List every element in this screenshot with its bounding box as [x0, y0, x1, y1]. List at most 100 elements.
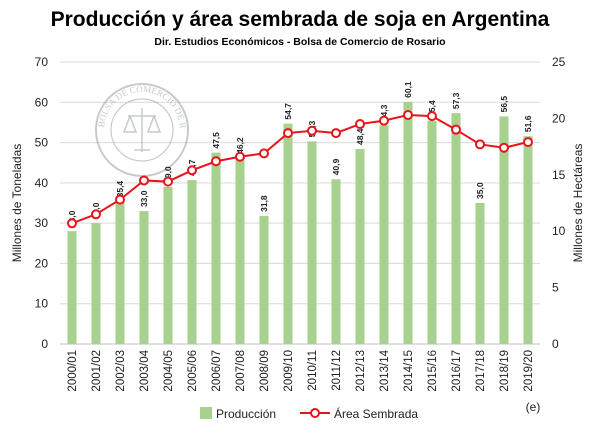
bar	[403, 101, 413, 344]
legend-bar-swatch	[200, 407, 212, 419]
x-tick-label: 2016/17	[451, 350, 463, 392]
bar-data-labels: 28,030,035,433,039,040,747,546,231,854,7…	[67, 81, 533, 227]
bar-value-label: 35,0	[475, 182, 485, 199]
left-tick-label: 30	[35, 216, 49, 230]
bar-value-label: 46,2	[235, 137, 245, 154]
bar	[355, 149, 365, 344]
area-point	[259, 148, 269, 159]
bar-value-label: 47,5	[211, 132, 221, 149]
bar	[499, 116, 509, 344]
x-axis-ticks: 2000/01 2001/02 2002/03 2003/04 2004/05 2005/…	[67, 349, 535, 391]
bar	[163, 186, 173, 344]
bar	[91, 223, 101, 344]
right-tick-label: 5	[552, 281, 559, 295]
bar	[235, 157, 245, 344]
line-series	[67, 110, 533, 229]
bar-value-label: 40,9	[331, 158, 341, 175]
left-axis-ticks: 0 10 20 30 40 50 60 70	[35, 55, 49, 351]
bar	[67, 231, 77, 344]
bar-value-label: 60,1	[403, 81, 413, 98]
x-tick-label: 2017/18	[475, 350, 487, 392]
x-tick-label: 2002/03	[115, 350, 127, 392]
right-tick-label: 15	[552, 168, 566, 182]
left-tick-label: 60	[35, 95, 49, 109]
chart-subtitle: Dir. Estudios Económicos - Bolsa de Come…	[154, 36, 445, 48]
bar	[523, 136, 533, 344]
x-tick-label: 2005/06	[187, 350, 199, 392]
bar-value-label: 54,7	[283, 103, 293, 120]
legend-label-area: Área Sembrada	[334, 406, 418, 421]
area-point	[307, 125, 317, 136]
x-tick-label: 2004/05	[163, 350, 175, 392]
bar-value-label: 31,8	[259, 195, 269, 212]
bar	[475, 203, 485, 344]
right-tick-label: 20	[552, 111, 566, 125]
x-tick-label: 2019/20	[523, 350, 535, 392]
bar-series	[67, 101, 533, 345]
bar	[331, 179, 341, 344]
area-point	[427, 111, 437, 122]
x-tick-label: 2011/12	[331, 350, 343, 391]
area-point	[115, 194, 125, 205]
area-point	[403, 110, 413, 121]
bar-value-label: 33,0	[139, 190, 149, 207]
x-tick-label: 2010/11	[307, 350, 319, 391]
right-axis-label: Millones de Hectáreas	[571, 144, 585, 263]
bar-value-label: 57,3	[451, 92, 461, 109]
bar-value-label: 51,6	[523, 115, 533, 132]
right-tick-label: 0	[552, 337, 559, 351]
x-tick-label: 2003/04	[139, 349, 151, 391]
left-axis-label: Millones de Toneladas	[10, 144, 24, 263]
right-tick-label: 10	[552, 224, 566, 238]
bar	[187, 180, 197, 344]
bar-value-label: 39,0	[163, 166, 173, 183]
area-point	[283, 128, 293, 139]
left-tick-label: 20	[35, 256, 49, 270]
legend-line-marker	[310, 408, 320, 418]
area-point	[67, 218, 77, 229]
area-point	[355, 119, 365, 130]
x-tick-label: 2018/19	[499, 350, 511, 392]
area-point	[379, 115, 389, 126]
x-tick-label: 2009/10	[283, 350, 295, 392]
legend-label-produccion: Producción	[216, 407, 276, 421]
legend: Producción Área Sembrada	[200, 406, 418, 421]
left-tick-label: 40	[35, 176, 49, 190]
bar-value-label: 54,3	[379, 104, 389, 121]
area-point	[91, 209, 101, 220]
gridlines	[60, 61, 540, 345]
bar	[259, 215, 269, 344]
x-tick-label: 2013/14	[379, 349, 391, 391]
estimate-note: (e)	[526, 400, 541, 414]
x-tick-label: 2001/02	[91, 350, 103, 392]
area-point	[211, 156, 221, 167]
right-tick-label: 25	[552, 55, 566, 69]
x-tick-label: 2007/08	[235, 350, 247, 392]
right-axis-ticks: 0 5 10 15 20 25	[552, 55, 566, 351]
x-tick-label: 2000/01	[67, 350, 79, 392]
area-point	[139, 175, 149, 186]
x-tick-label: 2008/09	[259, 350, 271, 392]
chart-title: Producción y área sembrada de soja en Ar…	[51, 8, 550, 31]
bar	[427, 120, 437, 345]
bar	[283, 123, 293, 344]
left-tick-label: 0	[41, 337, 48, 351]
bar	[139, 211, 149, 344]
area-point	[331, 128, 341, 139]
bar	[451, 113, 461, 344]
bar	[307, 141, 317, 344]
x-tick-label: 2015/16	[427, 350, 439, 392]
x-tick-label: 2014/15	[403, 350, 415, 392]
area-point	[235, 151, 245, 162]
area-point	[187, 165, 197, 176]
bar	[211, 152, 221, 344]
bar-value-label: 48,4	[355, 128, 365, 145]
left-tick-label: 70	[35, 55, 49, 69]
area-point	[475, 139, 485, 150]
left-tick-label: 10	[35, 297, 49, 311]
area-point	[451, 124, 461, 135]
x-tick-label: 2006/07	[211, 350, 223, 392]
bar	[115, 201, 125, 344]
left-tick-label: 50	[35, 136, 49, 150]
